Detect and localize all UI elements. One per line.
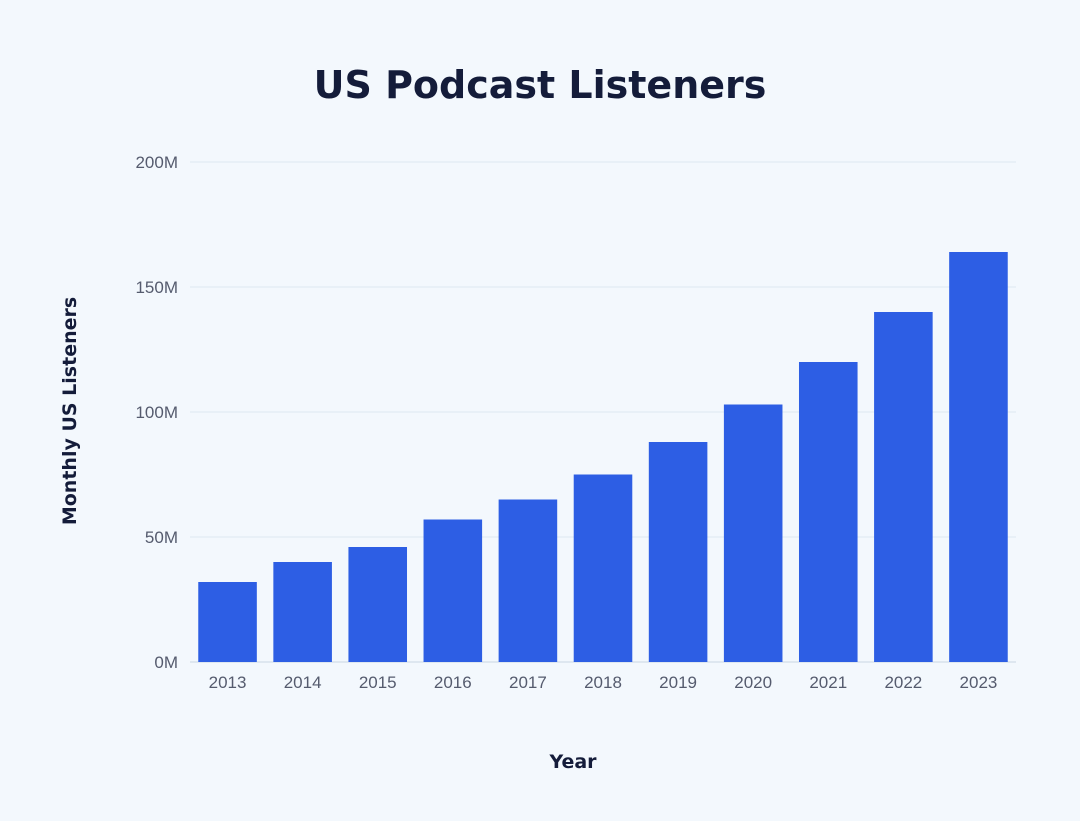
bar-2021 — [798, 362, 858, 662]
y-axis-ticks: 0M 50M 100M 150M 200M — [135, 153, 178, 672]
x-tick-label: 2021 — [809, 673, 847, 692]
x-tick-label: 2018 — [584, 673, 622, 692]
y-tick-label: 50M — [145, 528, 178, 547]
x-tick-label: 2022 — [884, 673, 922, 692]
x-axis-ticks: 2013 2014 2015 2016 2017 2018 2019 2020 2021 2022… — [209, 673, 998, 692]
x-tick-label: 2019 — [659, 673, 697, 692]
y-tick-label: 100M — [135, 403, 178, 422]
bar-2015 — [348, 547, 408, 662]
y-tick-label: 150M — [135, 278, 178, 297]
bar-2022 — [874, 312, 933, 662]
x-tick-label: 2013 — [209, 673, 247, 692]
x-tick-label: 2020 — [734, 673, 772, 692]
bar-2020 — [723, 404, 783, 662]
x-tick-label: 2014 — [284, 673, 322, 692]
bar-2019 — [648, 442, 708, 662]
bar-2023 — [949, 252, 1008, 662]
y-tick-label: 200M — [135, 153, 178, 172]
y-axis-title: Monthly US Listeners — [59, 297, 81, 525]
x-tick-label: 2015 — [359, 673, 397, 692]
bar-2018 — [573, 474, 633, 662]
x-axis-title: Year — [548, 751, 597, 773]
bar-2013 — [198, 582, 257, 662]
chart-title: US Podcast Listeners — [314, 63, 767, 107]
x-tick-label: 2023 — [960, 673, 998, 692]
bars — [198, 252, 1008, 662]
bar-2016 — [423, 519, 483, 662]
x-tick-label: 2016 — [434, 673, 472, 692]
x-tick-label: 2017 — [509, 673, 547, 692]
bar-2014 — [273, 562, 332, 662]
bar-2017 — [498, 499, 558, 662]
y-tick-label: 0M — [154, 653, 178, 672]
